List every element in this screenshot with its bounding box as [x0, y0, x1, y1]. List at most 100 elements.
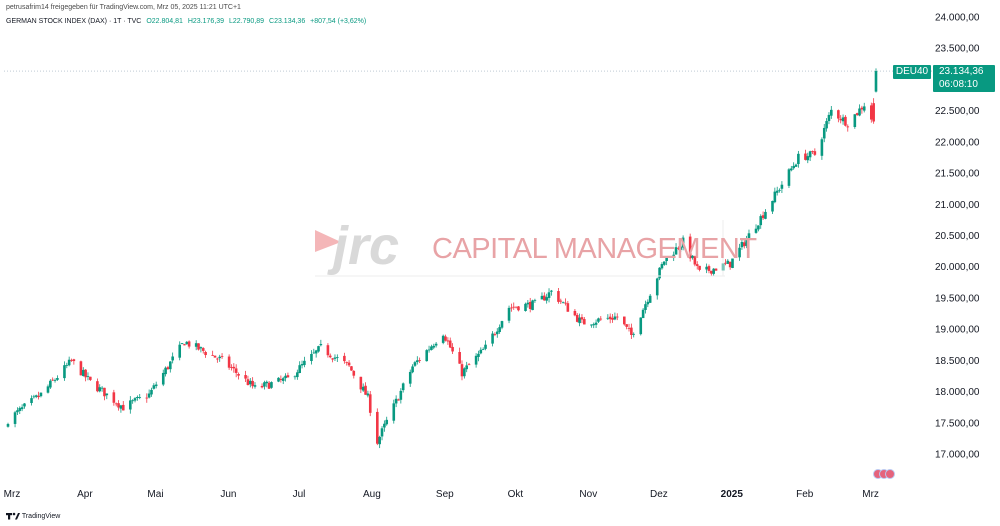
candle-body [408, 371, 412, 384]
candle-body [655, 278, 659, 296]
bar-countdown: 06:08:10 [939, 79, 978, 90]
candle-body [333, 357, 337, 359]
candle-body [364, 385, 367, 395]
candle-body [220, 356, 224, 357]
candle-body [759, 216, 763, 226]
x-tick-label: Apr [77, 489, 93, 500]
candle-body [674, 247, 678, 255]
candle-body [154, 384, 158, 387]
candle-body [771, 200, 774, 212]
candle-body [279, 379, 283, 380]
candle-body [150, 389, 153, 395]
candle-body [378, 436, 381, 445]
candle-body [53, 379, 57, 381]
candle-body [13, 412, 17, 424]
candle-body [757, 225, 760, 230]
candle-body [49, 380, 52, 388]
candle-body [691, 255, 694, 258]
watermark-text: CAPITAL MANAGEMENT [432, 233, 757, 265]
candle-body [30, 398, 33, 404]
candle-body [251, 380, 254, 387]
candle-body [790, 168, 793, 171]
candle-body [133, 398, 137, 401]
candle-body [837, 110, 840, 119]
candle-body [147, 393, 151, 398]
candle-body [416, 360, 419, 363]
candle-body [131, 400, 134, 402]
footer-brand[interactable]: TradingView [6, 512, 60, 520]
candle-body [166, 367, 170, 369]
candle-body [298, 365, 301, 373]
candle-body [39, 392, 43, 397]
x-tick-label: Jun [220, 489, 236, 500]
candle-body [105, 393, 109, 396]
candle-body [625, 324, 628, 327]
y-tick-label: 24.000,00 [935, 13, 980, 24]
candle-body [253, 385, 257, 387]
candle-body [808, 151, 812, 158]
close-value: C23.134,36 [269, 18, 306, 25]
candle-body [352, 370, 356, 376]
candle-body [498, 327, 501, 333]
candle-body [267, 382, 271, 389]
candle-body [430, 346, 433, 350]
candle-body [277, 377, 280, 382]
candle-body [296, 372, 299, 378]
candle-body [6, 424, 10, 427]
candle-body [474, 355, 478, 365]
candle-body [528, 301, 532, 309]
candle-body [479, 349, 483, 354]
candle-body [84, 369, 87, 378]
candle-body [841, 117, 845, 122]
candle-body [822, 127, 826, 139]
candle-body [465, 365, 468, 370]
candle-body [164, 367, 167, 375]
event-markers-icon[interactable] [872, 468, 896, 480]
candle-body [180, 343, 184, 345]
candle-body [775, 190, 779, 193]
candle-body [872, 103, 875, 122]
candle-body [183, 344, 186, 346]
candle-body [70, 360, 73, 361]
candle-body [230, 367, 233, 368]
candle-body [731, 258, 734, 268]
candle-body [427, 349, 431, 351]
candle-body [103, 387, 106, 397]
candle-body [477, 353, 480, 357]
candle-body [561, 302, 565, 304]
candle-body [112, 392, 116, 403]
candle-body [632, 333, 636, 335]
candle-body [639, 317, 643, 335]
price-badge: 23.134,36 06:08:10 [933, 65, 995, 92]
candle-body [665, 257, 668, 262]
candle-body [244, 375, 247, 379]
candle-body [458, 351, 461, 364]
candle-body [510, 307, 513, 309]
candle-body [399, 390, 403, 400]
candle-body [575, 314, 579, 322]
candle-body [197, 343, 200, 350]
y-tick-label: 21.500,00 [935, 169, 980, 180]
candle-body [761, 215, 765, 219]
candle-body [171, 356, 174, 361]
candle-body [698, 265, 701, 270]
candle-body [524, 303, 527, 311]
y-tick-label: 23.500,00 [935, 44, 980, 55]
candle-body [413, 362, 417, 366]
candle-body [641, 309, 645, 319]
published-line: petrusafrim14 freigegeben für TradingVie… [6, 4, 241, 11]
candle-body [336, 357, 339, 358]
candle-body [89, 376, 92, 380]
candle-body [129, 400, 132, 410]
x-tick-label: Okt [508, 489, 524, 500]
candle-body [394, 398, 398, 404]
candle-body [51, 379, 54, 381]
jrc-watermark-logo: jrc [315, 218, 725, 277]
candle-body [72, 359, 76, 362]
candle-body [16, 410, 19, 413]
candle-body [56, 378, 59, 380]
candle-body [662, 261, 666, 265]
x-tick-label: 2025 [721, 489, 744, 500]
candle-body [145, 397, 149, 399]
